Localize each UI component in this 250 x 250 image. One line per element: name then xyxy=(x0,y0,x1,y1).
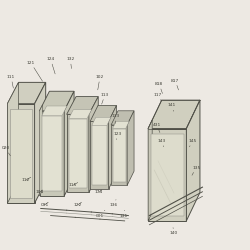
Text: 020: 020 xyxy=(1,146,11,156)
Polygon shape xyxy=(92,117,111,125)
Polygon shape xyxy=(148,120,152,221)
Polygon shape xyxy=(89,96,98,192)
Polygon shape xyxy=(92,125,107,185)
Polygon shape xyxy=(42,116,62,191)
Text: 431: 431 xyxy=(153,123,161,132)
Text: 131: 131 xyxy=(119,210,128,218)
Polygon shape xyxy=(8,104,34,203)
Text: 140: 140 xyxy=(170,228,178,235)
Polygon shape xyxy=(34,82,46,203)
Text: 117: 117 xyxy=(154,93,162,101)
Text: 113: 113 xyxy=(101,93,109,104)
Text: 132: 132 xyxy=(66,57,74,68)
Text: 121: 121 xyxy=(27,61,42,81)
Polygon shape xyxy=(90,106,117,122)
Polygon shape xyxy=(42,106,67,116)
Text: 122: 122 xyxy=(74,202,82,207)
Text: 817: 817 xyxy=(171,78,179,90)
Polygon shape xyxy=(67,96,98,114)
Text: 111: 111 xyxy=(7,75,15,88)
Polygon shape xyxy=(90,122,108,189)
Polygon shape xyxy=(186,100,200,221)
Polygon shape xyxy=(69,110,92,118)
Polygon shape xyxy=(127,111,134,186)
Text: 104: 104 xyxy=(36,190,44,194)
Text: 143: 143 xyxy=(158,139,166,147)
Polygon shape xyxy=(64,91,74,196)
Text: 001: 001 xyxy=(96,210,105,218)
Polygon shape xyxy=(40,111,64,196)
Polygon shape xyxy=(40,91,74,111)
Polygon shape xyxy=(8,82,46,104)
Polygon shape xyxy=(8,82,18,203)
Polygon shape xyxy=(108,106,116,189)
Text: 115: 115 xyxy=(69,182,78,188)
Text: 135: 135 xyxy=(192,166,200,175)
Polygon shape xyxy=(112,122,129,128)
Polygon shape xyxy=(150,134,184,216)
Text: 123: 123 xyxy=(113,132,122,140)
Text: 091: 091 xyxy=(40,202,48,207)
Text: 136: 136 xyxy=(110,200,118,207)
Text: 124: 124 xyxy=(46,57,55,74)
Text: 102: 102 xyxy=(96,75,104,90)
Polygon shape xyxy=(69,118,87,188)
Text: 145: 145 xyxy=(188,139,197,147)
Text: 141: 141 xyxy=(168,104,176,111)
Polygon shape xyxy=(40,105,42,196)
Polygon shape xyxy=(10,109,32,198)
Polygon shape xyxy=(111,111,134,125)
Text: 112: 112 xyxy=(22,177,31,182)
Polygon shape xyxy=(112,128,126,182)
Polygon shape xyxy=(148,128,186,221)
Polygon shape xyxy=(148,100,200,128)
Text: 133: 133 xyxy=(112,114,120,124)
Polygon shape xyxy=(111,125,127,186)
Polygon shape xyxy=(67,114,89,192)
Text: 174: 174 xyxy=(95,190,103,194)
Text: 818: 818 xyxy=(155,82,163,94)
